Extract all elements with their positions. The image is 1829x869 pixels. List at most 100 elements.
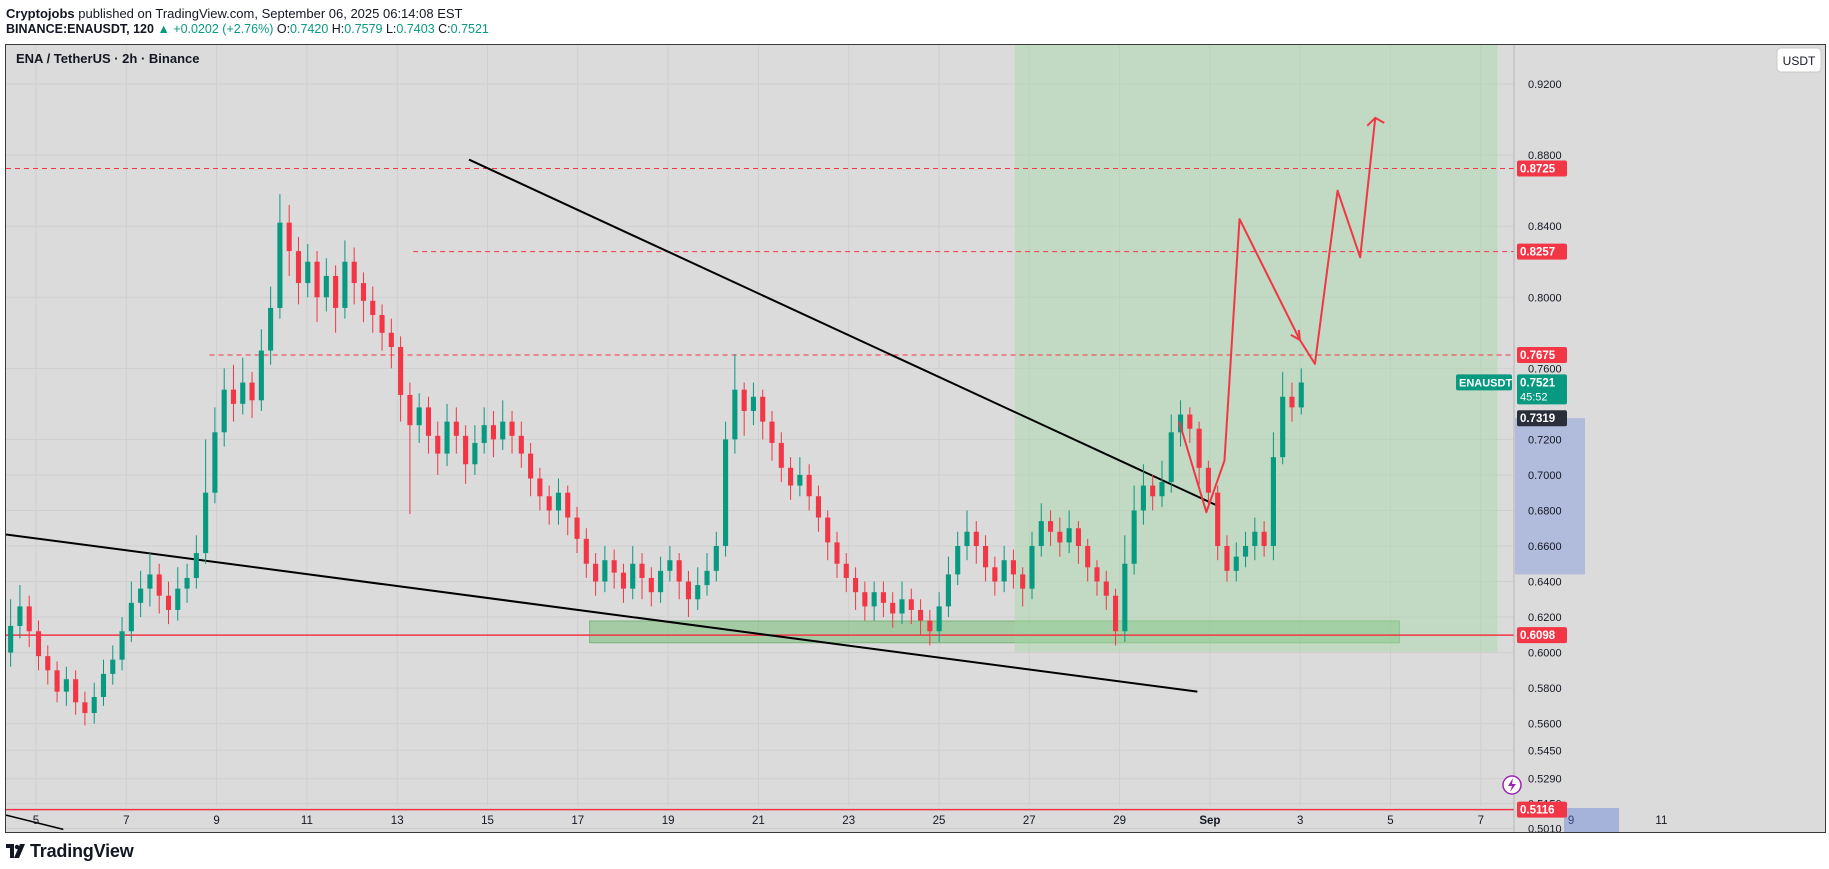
candle: [741, 382, 747, 436]
candle: [1103, 570, 1109, 610]
candle-body: [983, 545, 989, 568]
candle: [342, 240, 348, 319]
low-value: 0.7403: [396, 22, 435, 36]
candle: [100, 659, 107, 706]
candle-body: [249, 382, 255, 401]
candle-body: [1224, 545, 1230, 571]
candle-body: [945, 574, 951, 607]
candle-body: [212, 432, 218, 493]
candle: [750, 382, 756, 426]
candle: [1010, 549, 1016, 589]
candle: [1131, 485, 1137, 575]
candle: [1196, 421, 1202, 486]
tradingview-brand: TradingView: [30, 840, 134, 861]
x-tick-label: 23: [842, 815, 855, 827]
high-value: 0.7579: [344, 22, 383, 36]
candle-body: [203, 492, 209, 554]
candle: [927, 609, 933, 646]
candle: [407, 382, 413, 515]
x-tick-label: 7: [1478, 815, 1484, 827]
published-text: published on TradingView.com, September …: [78, 6, 463, 21]
candle: [453, 407, 459, 454]
candle: [593, 553, 599, 596]
candle-body: [481, 425, 487, 443]
candle-body: [184, 577, 190, 589]
candle-body: [175, 588, 181, 610]
candle-body: [100, 673, 107, 697]
x-tick-label: 19: [662, 815, 675, 827]
candle: [73, 670, 79, 715]
candle-body: [388, 332, 394, 348]
candle-body: [955, 545, 961, 575]
candle-body: [435, 435, 441, 454]
candle-body: [1233, 556, 1239, 571]
candle: [110, 645, 116, 685]
candle-body: [602, 560, 608, 582]
candle-body: [1057, 531, 1063, 543]
x-tick-label: 9: [213, 815, 219, 827]
upper-trendline[interactable]: [468, 158, 1221, 508]
candle: [444, 403, 450, 467]
candle: [240, 357, 246, 415]
chart-frame[interactable]: 0.9200 0.8800 0.8400 0.8000 0.7600 0.7200 0.70…: [5, 44, 1826, 835]
candle-body: [1075, 528, 1081, 546]
candle: [212, 407, 218, 504]
x-tick-label: 29: [1113, 815, 1126, 827]
lower-trendline[interactable]: [5, 533, 1198, 693]
candle-body: [537, 478, 543, 497]
chart-canvas[interactable]: 0.9200 0.8800 0.8400 0.8000 0.7600 0.7200 0.70…: [5, 45, 1825, 835]
author-name[interactable]: Cryptojobs: [6, 6, 75, 21]
candle: [1085, 538, 1091, 582]
candle: [1261, 521, 1267, 557]
candle-body: [147, 574, 153, 589]
candle: [630, 545, 636, 600]
candle-body: [268, 307, 274, 351]
currency-button[interactable]: USDT: [1776, 47, 1822, 73]
current-price-label: 0.7521: [1520, 377, 1556, 389]
candle: [769, 410, 775, 461]
chart-title: ENA / TetherUS · 2h · Binance: [16, 51, 199, 66]
candle-body: [862, 592, 868, 607]
candle: [82, 691, 88, 726]
candle: [1020, 567, 1026, 607]
candle: [1122, 535, 1128, 642]
candle: [230, 364, 237, 422]
price-label: 0.6098: [1520, 630, 1556, 642]
candle-body: [704, 570, 710, 586]
candle-body: [797, 474, 803, 486]
candle: [648, 567, 654, 607]
candle-body: [667, 560, 673, 571]
ohlc-line: BINANCE:ENAUSDT, 120 ▲ +0.0202 (+2.76%) …: [6, 22, 489, 36]
y-tick-label: 0.6600: [1528, 541, 1562, 553]
candle: [918, 599, 924, 635]
candle: [555, 478, 562, 525]
candle: [797, 457, 803, 497]
candle: [964, 510, 970, 561]
candle: [435, 421, 441, 475]
candle-body: [1131, 510, 1137, 564]
x-tick-label: 11: [1655, 815, 1667, 827]
candle-body: [63, 679, 69, 692]
candle: [509, 410, 515, 454]
bottom-trendline-fragment[interactable]: [5, 814, 64, 831]
symbol-line: BINANCE:ENAUSDT, 120: [6, 22, 154, 36]
candle-body: [1270, 457, 1276, 546]
candle: [305, 243, 311, 298]
candle: [862, 581, 868, 621]
candle: [1252, 517, 1258, 561]
x-tick-label: 3: [1297, 815, 1303, 827]
candle-body: [741, 389, 747, 411]
candle-body: [379, 315, 385, 333]
price-label-bg: [1517, 160, 1567, 177]
candle: [992, 556, 998, 596]
x-axis-range-highlight: [1564, 808, 1619, 832]
candle-body: [1298, 382, 1304, 408]
candle: [685, 570, 691, 618]
candle: [314, 251, 320, 323]
candle-body: [110, 659, 116, 674]
candle: [676, 553, 682, 600]
candle-body: [1103, 581, 1109, 596]
close-value: 0.7521: [450, 22, 489, 36]
projection-arrowhead: [1290, 329, 1302, 342]
lightning-icon[interactable]: [1502, 775, 1522, 795]
